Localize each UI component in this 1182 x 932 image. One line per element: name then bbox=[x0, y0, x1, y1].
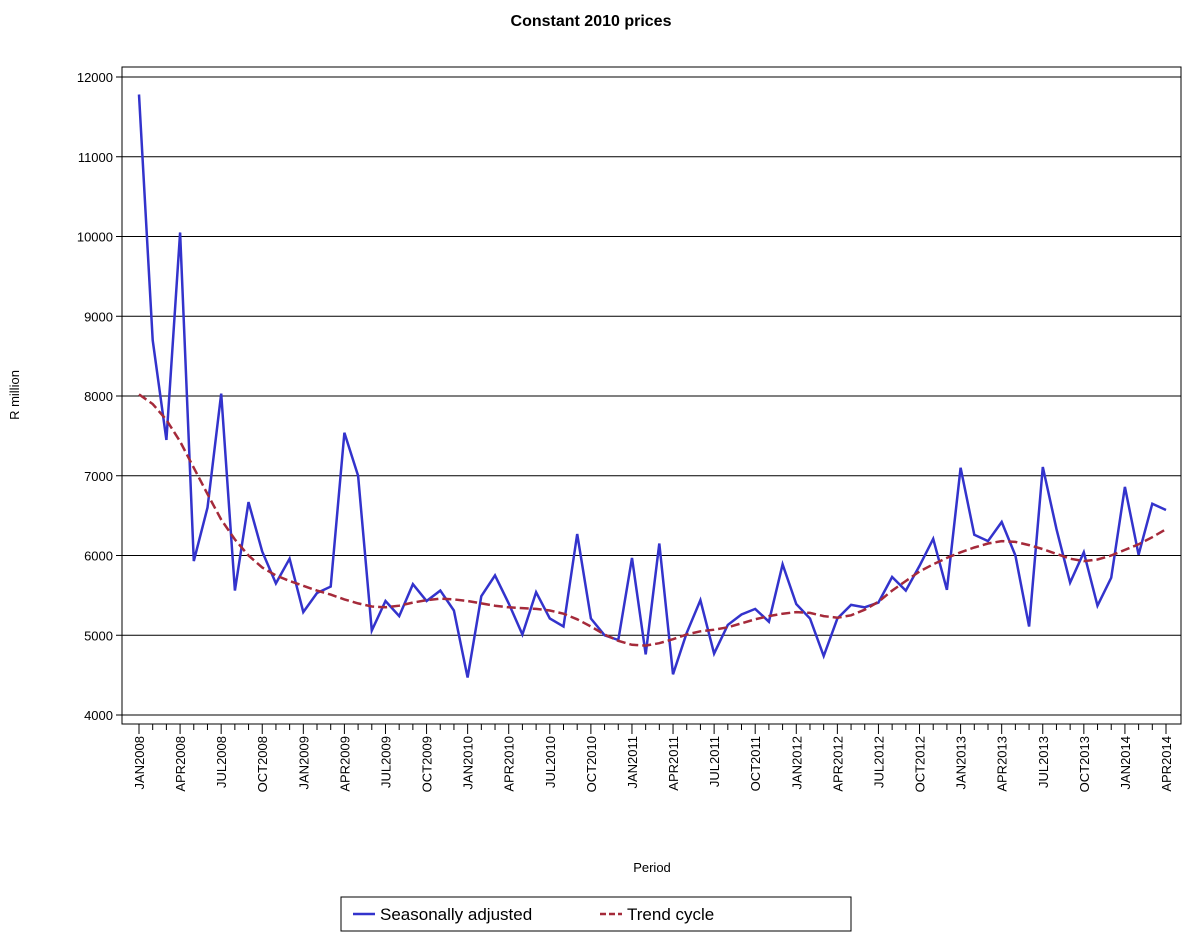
x-tick-label: JUL2011 bbox=[707, 736, 722, 787]
x-tick-label: APR2011 bbox=[666, 736, 681, 791]
x-tick-label: JUL2010 bbox=[543, 736, 558, 788]
legend-box bbox=[340, 896, 852, 932]
y-tick-label: 9000 bbox=[84, 309, 113, 324]
x-tick-label: OCT2009 bbox=[420, 736, 435, 792]
chart-title: Constant 2010 prices bbox=[511, 13, 672, 30]
x-tick-label: JAN2014 bbox=[1118, 736, 1133, 789]
series-line bbox=[138, 393, 1167, 647]
y-tick-label: 4000 bbox=[84, 708, 113, 723]
x-tick-label: JAN2011 bbox=[625, 736, 640, 789]
x-tick-label: APR2008 bbox=[173, 736, 188, 792]
x-tick-label: APR2013 bbox=[995, 736, 1010, 792]
y-axis-label: R million bbox=[7, 370, 22, 420]
y-tick-label: 8000 bbox=[84, 389, 113, 404]
x-tick-label: JAN2008 bbox=[132, 736, 147, 789]
y-tick-label: 5000 bbox=[84, 628, 113, 643]
x-tick-label: APR2009 bbox=[337, 736, 352, 792]
x-tick-label: JUL2013 bbox=[1036, 736, 1051, 788]
x-tick-label: JUL2009 bbox=[378, 736, 393, 788]
legend-label: Seasonally adjusted bbox=[380, 905, 532, 924]
series-line bbox=[137, 94, 1167, 678]
x-tick-label: APR2010 bbox=[502, 736, 517, 792]
y-tick-label: 7000 bbox=[84, 469, 113, 484]
x-tick-label: JUL2008 bbox=[214, 736, 229, 788]
x-axis-label: Period bbox=[633, 860, 671, 875]
y-tick-label: 10000 bbox=[77, 230, 113, 245]
x-tick-label: APR2012 bbox=[830, 736, 845, 792]
y-tick-label: 11000 bbox=[78, 150, 113, 165]
x-tick-label: JAN2013 bbox=[954, 736, 969, 789]
x-tick-label: OCT2010 bbox=[584, 736, 599, 792]
x-tick-label: OCT2011 bbox=[748, 736, 763, 791]
x-tick-label: APR2014 bbox=[1159, 736, 1174, 792]
y-tick-label: 12000 bbox=[77, 70, 113, 85]
x-tick-label: JAN2009 bbox=[296, 736, 311, 789]
x-tick-label: JAN2010 bbox=[461, 736, 476, 789]
x-tick-label: OCT2013 bbox=[1077, 736, 1092, 792]
x-tick-label: JUL2012 bbox=[871, 736, 886, 788]
legend-label: Trend cycle bbox=[627, 905, 714, 924]
y-tick-label: 6000 bbox=[84, 549, 113, 564]
x-tick-label: OCT2008 bbox=[255, 736, 270, 792]
x-tick-label: OCT2012 bbox=[913, 736, 928, 792]
x-tick-label: JAN2012 bbox=[789, 736, 804, 789]
